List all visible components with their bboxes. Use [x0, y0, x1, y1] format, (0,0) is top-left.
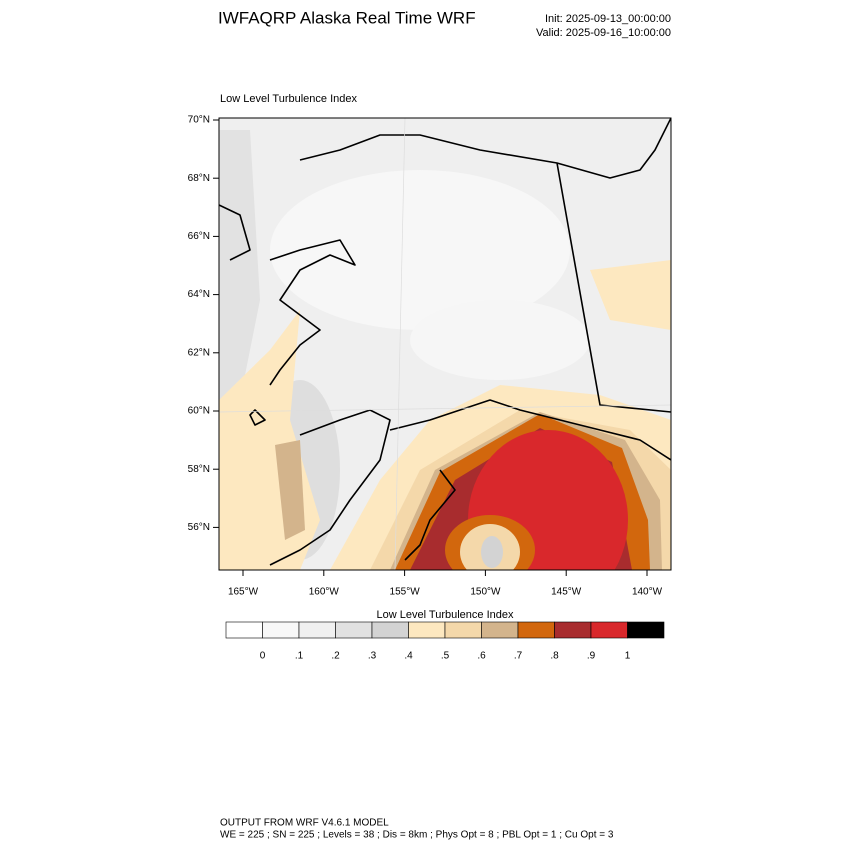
colorbar-box: [444, 621, 482, 639]
lon-label: 140°W: [632, 587, 663, 598]
init-time: Init: 2025-09-13_00:00:00: [545, 13, 671, 25]
lon-label: 150°W: [470, 587, 501, 598]
colorbar-box: [408, 621, 446, 639]
colorbar-label: 0: [260, 651, 266, 662]
colorbar-box: [262, 621, 300, 639]
figure-title: IWFAQRP Alaska Real Time WRF: [218, 8, 476, 27]
colorbar-box: [371, 621, 409, 639]
colorbar-label: .3: [368, 651, 377, 662]
colorbar-label: .1: [295, 651, 304, 662]
colorbar-label: .8: [550, 651, 559, 662]
colorbar-box: [335, 621, 373, 639]
colorbar-label: .7: [514, 651, 523, 662]
lat-label: 64°N: [188, 289, 210, 300]
valid-time: Valid: 2025-09-16_10:00:00: [536, 27, 671, 39]
lon-label: 155°W: [390, 587, 421, 598]
colorbar-label: .4: [404, 651, 413, 662]
colorbar-label: 1: [625, 651, 631, 662]
lon-label: 165°W: [228, 587, 259, 598]
lat-label: 60°N: [188, 406, 210, 417]
lon-label: 160°W: [309, 587, 340, 598]
colorbar-label: .5: [441, 651, 450, 662]
footer-line: OUTPUT FROM WRF V4.6.1 MODEL: [220, 818, 389, 829]
lon-label: 145°W: [551, 587, 582, 598]
colorbar-box: [481, 621, 519, 639]
colorbar-label: .9: [587, 651, 596, 662]
colorbar-box: [590, 621, 628, 639]
lat-label: 58°N: [188, 464, 210, 475]
colorbar-box: [517, 621, 555, 639]
lat-label: 56°N: [188, 522, 210, 533]
plot-title: Low Level Turbulence Index: [220, 93, 357, 105]
plot-frame: [218, 117, 672, 571]
lat-label: 68°N: [188, 173, 210, 184]
colorbar-label: .2: [331, 651, 340, 662]
lat-label: 66°N: [188, 231, 210, 242]
lat-label: 62°N: [188, 347, 210, 358]
footer-line: WE = 225 ; SN = 225 ; Levels = 38 ; Dis …: [220, 830, 614, 841]
colorbar-label: .6: [477, 651, 486, 662]
colorbar-box: [298, 621, 336, 639]
colorbar-title: Low Level Turbulence Index: [377, 609, 514, 621]
map-field: [219, 118, 671, 570]
colorbar-box: [225, 621, 263, 639]
lat-label: 70°N: [188, 115, 210, 126]
colorbar-box: [627, 621, 665, 639]
colorbar-box: [554, 621, 592, 639]
